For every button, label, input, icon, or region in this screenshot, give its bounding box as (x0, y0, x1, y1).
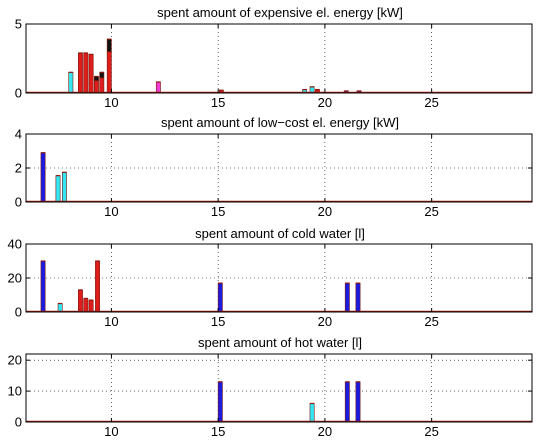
bar (68, 71, 74, 94)
x-tick-label: 20 (318, 95, 332, 110)
axes-frame (25, 23, 533, 94)
y-tick-label: 4 (15, 127, 22, 142)
bar (99, 71, 105, 94)
bar-segment (88, 54, 94, 94)
x-tick-label: 15 (211, 204, 225, 219)
bar-segment (217, 282, 223, 313)
bar-segment (155, 81, 161, 94)
bar-segment (88, 299, 94, 313)
bar (88, 299, 94, 313)
bar (355, 282, 361, 313)
bar-segment (217, 381, 223, 423)
subplot-hot-water: 10 15 20 25 0 10 20 spent amount of hot water [… (8, 335, 533, 439)
y-tick-label: 0 (15, 415, 22, 430)
bar-segment (355, 381, 361, 423)
bar-segment (106, 51, 112, 94)
bar-segment (40, 260, 46, 313)
bar-segment (57, 303, 63, 313)
bar-segment (355, 282, 361, 313)
bar-segment (94, 80, 99, 94)
bar-segment (55, 175, 61, 203)
y-tick-label: 0 (15, 86, 22, 101)
y-tick-label: 5 (15, 17, 22, 32)
bar (355, 381, 361, 423)
bar-segment (344, 381, 350, 423)
bar-segment (99, 77, 105, 94)
bar (57, 302, 63, 313)
bar (309, 402, 315, 423)
bar (78, 289, 83, 313)
bar (344, 282, 350, 313)
bar (83, 52, 89, 94)
bar-segment (83, 52, 89, 94)
bar (55, 175, 61, 203)
bar (217, 381, 223, 423)
bar (217, 282, 223, 313)
bar (88, 53, 94, 94)
x-tick-label: 25 (424, 95, 438, 110)
x-tick-label: 20 (318, 424, 332, 439)
bar (95, 260, 100, 313)
bar (40, 260, 46, 313)
subplot-expensive-energy: 10 15 20 25 0 5 spent amount of expensive el. … (15, 5, 533, 110)
subplot-title: spent amount of low−cost el. energy [kW] (161, 115, 399, 130)
x-tick-label: 25 (424, 424, 438, 439)
bar (344, 381, 350, 423)
x-tick-label: 25 (424, 314, 438, 329)
x-tick-label: 15 (211, 314, 225, 329)
bar (106, 38, 112, 94)
y-tick-label: 20 (8, 271, 22, 286)
plot-area (26, 354, 532, 422)
bar-segment (106, 38, 112, 52)
x-tick-label: 10 (104, 204, 118, 219)
bar-segment (95, 260, 100, 313)
x-tick-label: 20 (318, 204, 332, 219)
subplot-lowcost-energy: 10 15 20 25 0 2 4 spent amount of low−cost el. … (15, 115, 533, 219)
bar-segment (68, 72, 74, 94)
bar (94, 75, 99, 94)
bar (83, 297, 89, 313)
axes-frame (25, 353, 533, 423)
bar (61, 171, 67, 203)
x-tick-label: 15 (211, 95, 225, 110)
subplot-title: spent amount of expensive el. energy [kW… (157, 5, 403, 20)
bar-segment (83, 298, 89, 313)
bar-segment (40, 152, 46, 203)
x-tick-label: 20 (318, 314, 332, 329)
x-tick-label: 25 (424, 204, 438, 219)
x-tick-label: 10 (104, 314, 118, 329)
subplot-title: spent amount of cold water [l] (195, 226, 365, 241)
x-tick-label: 15 (211, 424, 225, 439)
bar (40, 152, 46, 203)
y-tick-label: 40 (8, 237, 22, 252)
bar-segment (309, 403, 315, 423)
y-tick-label: 0 (15, 305, 22, 320)
subplot-cold-water: 10 15 20 25 0 20 40 spent amount of cold water … (8, 226, 533, 329)
bar-segment (99, 72, 105, 79)
x-tick-label: 10 (104, 95, 118, 110)
x-tick-label: 10 (104, 424, 118, 439)
y-tick-label: 2 (15, 161, 22, 176)
bar (78, 52, 83, 94)
subplot-title: spent amount of hot water [l] (198, 335, 362, 350)
bar-segment (78, 52, 83, 94)
y-tick-label: 20 (8, 353, 22, 368)
y-tick-label: 0 (15, 195, 22, 210)
bar-segment (78, 289, 83, 313)
bar (155, 81, 161, 94)
y-tick-label: 10 (8, 384, 22, 399)
bar-segment (61, 171, 67, 203)
bar-segment (344, 282, 350, 313)
bar-segment (94, 76, 99, 81)
